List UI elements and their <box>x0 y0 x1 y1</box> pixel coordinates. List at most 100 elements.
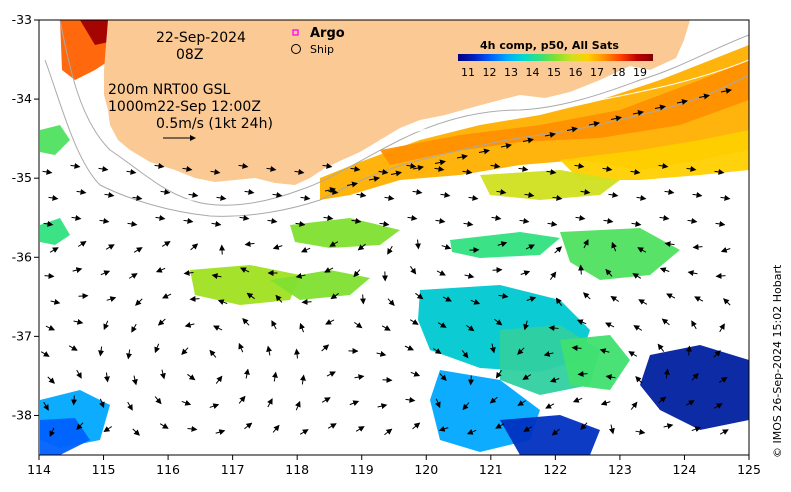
current-arrow <box>49 427 55 437</box>
plot-frame <box>38 19 750 456</box>
current-arrow <box>435 217 446 224</box>
current-arrow <box>492 267 503 274</box>
current-arrow <box>71 214 82 221</box>
current-arrow <box>605 374 616 381</box>
lat-tick-label: -34 <box>12 91 32 106</box>
current-arrow <box>685 400 695 406</box>
current-arrow <box>663 368 670 379</box>
current-arrow <box>577 370 588 377</box>
current-arrow <box>525 244 535 250</box>
current-arrow <box>489 396 498 404</box>
current-arrow <box>524 191 535 198</box>
current-arrow <box>272 191 283 198</box>
current-arrow <box>76 188 87 195</box>
current-arrow <box>323 214 334 221</box>
current-arrow <box>713 350 721 358</box>
latitude-axis: -33 -34 -35 -36 -37 -38 <box>12 12 39 422</box>
current-arrow <box>127 220 138 227</box>
current-arrow <box>126 349 133 360</box>
current-arrow <box>382 376 393 383</box>
current-arrow <box>127 401 133 411</box>
current-arrow <box>353 269 361 278</box>
current-arrow <box>434 159 446 166</box>
current-arrow <box>210 168 221 175</box>
current-arrow <box>664 241 675 248</box>
current-arrow <box>381 325 391 331</box>
colorbar-tick-label: 13 <box>504 66 518 79</box>
current-arrow <box>322 162 333 169</box>
current-arrow <box>576 319 587 325</box>
current-arrow <box>161 241 171 247</box>
current-arrow <box>574 162 585 169</box>
current-arrow <box>271 371 278 382</box>
current-arrow <box>438 425 449 432</box>
current-arrow <box>404 345 414 351</box>
current-arrow <box>299 374 306 385</box>
current-arrow <box>295 400 301 411</box>
lon-tick-label: 118 <box>285 462 309 477</box>
current-arrow <box>98 165 109 172</box>
current-arrow <box>43 220 54 227</box>
current-arrow <box>390 170 402 177</box>
current-arrow <box>432 348 442 355</box>
current-arrow <box>300 194 311 201</box>
ship-marker-icon <box>291 44 301 54</box>
current-arrow <box>242 317 250 326</box>
current-arrow <box>610 295 620 302</box>
lon-tick-label: 125 <box>737 462 761 477</box>
current-arrow <box>71 395 78 406</box>
current-arrow <box>42 168 53 175</box>
current-arrow <box>106 296 117 303</box>
current-arrow <box>720 194 731 201</box>
current-arrow <box>378 168 389 175</box>
current-arrow <box>131 323 137 333</box>
current-arrow <box>329 241 339 247</box>
current-arrow <box>155 214 166 221</box>
current-arrow <box>580 188 591 195</box>
current-arrow <box>436 270 446 276</box>
current-arrow <box>566 126 578 133</box>
current-arrow <box>266 345 273 356</box>
current-arrow <box>463 220 474 227</box>
current-arrow <box>103 372 110 383</box>
lon-tick-label: 117 <box>221 462 245 477</box>
current-arrow <box>76 422 84 431</box>
current-arrow <box>244 240 255 247</box>
current-arrow <box>45 325 56 331</box>
colorbar-tick-label: 18 <box>612 66 626 79</box>
current-arrow <box>549 271 557 280</box>
product-line-2: 1000m22-Sep 12:00Z <box>108 99 261 115</box>
current-arrow <box>299 322 305 333</box>
current-arrow <box>691 372 699 381</box>
current-arrow <box>159 369 166 380</box>
lon-tick-label: 119 <box>350 462 374 477</box>
current-arrow <box>99 398 105 409</box>
current-arrow <box>687 270 698 277</box>
current-arrow <box>72 267 83 274</box>
current-arrow <box>582 292 591 300</box>
sst-patch <box>500 415 600 455</box>
sst-patch <box>270 270 370 300</box>
current-arrow <box>635 428 646 435</box>
lon-tick-label: 123 <box>608 462 632 477</box>
current-arrow <box>442 296 452 302</box>
current-arrow <box>271 320 277 330</box>
current-arrow <box>354 321 363 329</box>
current-arrow <box>162 293 172 299</box>
current-arrow <box>104 191 115 198</box>
current-arrow <box>498 292 509 299</box>
current-arrow <box>412 165 424 171</box>
current-arrow <box>608 424 615 435</box>
current-arrow <box>154 396 162 405</box>
current-arrow <box>719 323 725 333</box>
current-arrow <box>691 320 697 330</box>
current-arrow <box>267 398 273 408</box>
current-arrow <box>209 349 217 358</box>
current-arrow <box>154 162 165 169</box>
current-arrow <box>215 429 226 436</box>
colorbar-tick-label: 11 <box>461 66 475 79</box>
lat-tick-label: -35 <box>12 170 32 185</box>
current-arrow <box>357 243 366 251</box>
current-arrow <box>215 375 223 384</box>
current-arrow <box>43 401 49 411</box>
